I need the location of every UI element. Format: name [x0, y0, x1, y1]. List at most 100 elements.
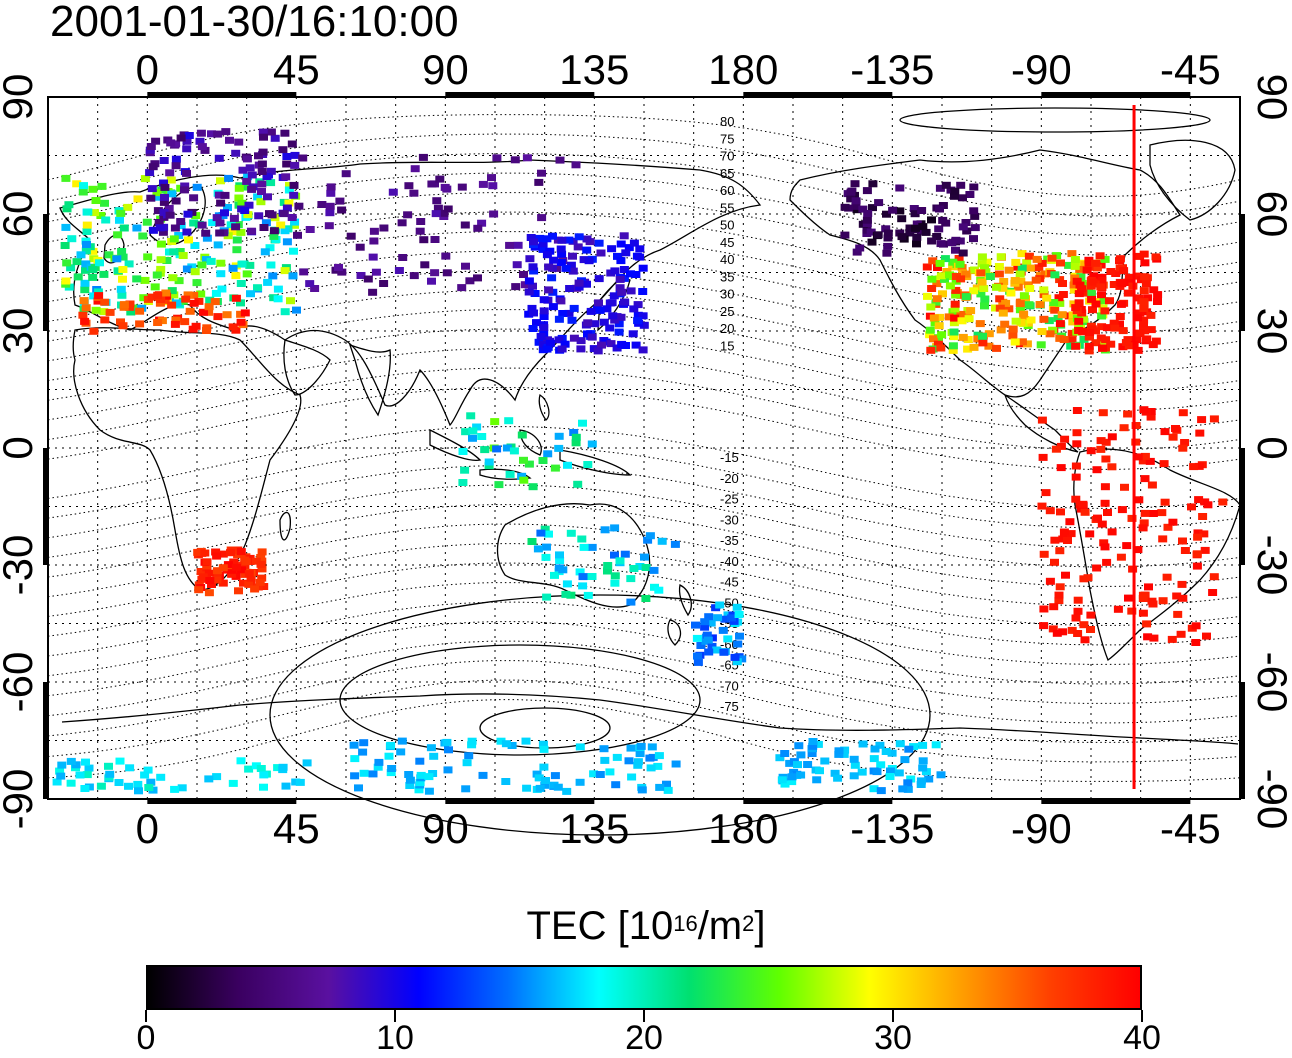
- tec-pixel: [159, 179, 168, 187]
- tec-pixel: [143, 253, 153, 261]
- tec-pixel: [887, 749, 897, 757]
- tec-pixel: [935, 184, 945, 192]
- tec-pixel: [524, 277, 534, 285]
- tec-pixel: [1113, 605, 1123, 613]
- tec-pixel: [176, 218, 186, 225]
- magnetic-latitude-contour: [47, 250, 1241, 334]
- tec-pixel: [852, 248, 862, 256]
- tec-pixel: [1097, 277, 1107, 284]
- tec-pixel: [633, 761, 643, 769]
- contour-label: -75: [720, 699, 739, 714]
- tec-pixel: [1083, 574, 1093, 582]
- tec-pixel: [1097, 520, 1107, 528]
- tec-pixel: [337, 268, 347, 276]
- tec-pixel: [245, 164, 255, 172]
- tec-pixel: [526, 234, 536, 241]
- tec-pixel: [152, 271, 162, 279]
- tec-pixel: [671, 760, 681, 768]
- tec-pixel: [703, 636, 713, 644]
- tec-pixel: [1138, 595, 1148, 602]
- tec-pixel: [866, 228, 876, 236]
- tec-pixel: [202, 256, 211, 264]
- tec-pixel: [216, 270, 226, 278]
- tec-pixel: [490, 418, 500, 426]
- tec-pixel: [180, 318, 190, 326]
- tec-pixel: [256, 198, 266, 206]
- tec-pixel: [194, 297, 204, 305]
- tec-pixel: [1158, 597, 1168, 605]
- tec-pixel: [945, 271, 954, 279]
- tec-pixel: [373, 763, 383, 771]
- tec-pixel: [1001, 299, 1011, 307]
- tec-pixel: [354, 784, 363, 792]
- tec-pixel: [1050, 306, 1060, 314]
- contour-label: 65: [720, 166, 734, 181]
- tec-pixel: [270, 134, 280, 142]
- tec-pixel: [949, 333, 959, 341]
- tec-pixel: [624, 757, 634, 765]
- tec-pixel: [1036, 341, 1046, 349]
- tec-pixel: [584, 257, 594, 265]
- magnetic-latitude-contour: [47, 211, 1241, 295]
- tec-pixel: [1135, 252, 1145, 260]
- tec-pixel: [569, 334, 579, 342]
- tec-pixel: [638, 346, 648, 354]
- tec-pixel: [615, 275, 625, 283]
- tec-pixel: [1200, 546, 1210, 554]
- tec-pixel: [61, 174, 71, 182]
- tec-pixel: [145, 169, 155, 177]
- tec-pixel: [950, 314, 960, 322]
- tec-pixel: [60, 242, 70, 249]
- tec-pixel: [935, 205, 944, 213]
- magnetic-latitude-contour: [47, 367, 1241, 451]
- tec-pixel: [1092, 466, 1102, 474]
- tec-pixel: [564, 309, 574, 317]
- tec-pixel: [155, 224, 165, 232]
- tec-pixel: [958, 333, 968, 341]
- tec-pixel: [260, 248, 270, 256]
- tec-pixel: [950, 187, 960, 195]
- tec-pixel: [478, 771, 488, 779]
- bottom-lon-tick-label: -45: [1160, 805, 1221, 852]
- tec-pixel: [280, 308, 290, 316]
- colorbar-title: TEC [1016/m2]: [526, 904, 766, 948]
- tec-pixel: [858, 205, 868, 213]
- tec-pixel: [165, 169, 175, 177]
- tec-pixel: [977, 278, 987, 286]
- tec-pixel: [612, 344, 622, 352]
- contour-label: 75: [720, 131, 734, 146]
- tec-pixel: [961, 293, 971, 301]
- tec-pixel: [62, 259, 72, 267]
- tec-pixel: [477, 433, 487, 440]
- tec-pixel: [460, 221, 470, 229]
- tec-pixel: [851, 202, 861, 210]
- tec-pixel: [851, 197, 861, 205]
- tec-pixel: [1050, 558, 1059, 566]
- tec-pixel: [950, 192, 959, 200]
- magnetic-latitude-contour: [47, 523, 1241, 607]
- tec-pixel: [1176, 630, 1186, 638]
- tec-pixel: [1198, 513, 1208, 520]
- tec-pixel: [830, 769, 840, 777]
- tec-pixel: [1171, 425, 1180, 432]
- tec-pixel: [113, 267, 123, 275]
- tec-pixel: [236, 757, 246, 765]
- tec-pixel: [289, 181, 299, 189]
- tec-pixel: [973, 335, 983, 343]
- tec-pixel: [870, 745, 880, 753]
- tec-pixel: [978, 332, 987, 340]
- tec-pixel: [280, 227, 290, 235]
- tec-pixel: [253, 284, 262, 292]
- tec-pixel: [159, 157, 169, 164]
- tec-pixel: [566, 261, 576, 269]
- tec-pixel: [182, 169, 191, 177]
- tec-pixel: [916, 781, 926, 788]
- tec-pixel: [282, 160, 292, 168]
- tec-pixel: [1158, 535, 1168, 543]
- tec-pixel: [144, 784, 154, 791]
- tec-pixel: [440, 183, 450, 191]
- tec-pixel: [1202, 632, 1211, 640]
- tec-pixel: [505, 241, 515, 249]
- tec-pixel: [232, 236, 242, 244]
- tec-pixel: [647, 743, 657, 751]
